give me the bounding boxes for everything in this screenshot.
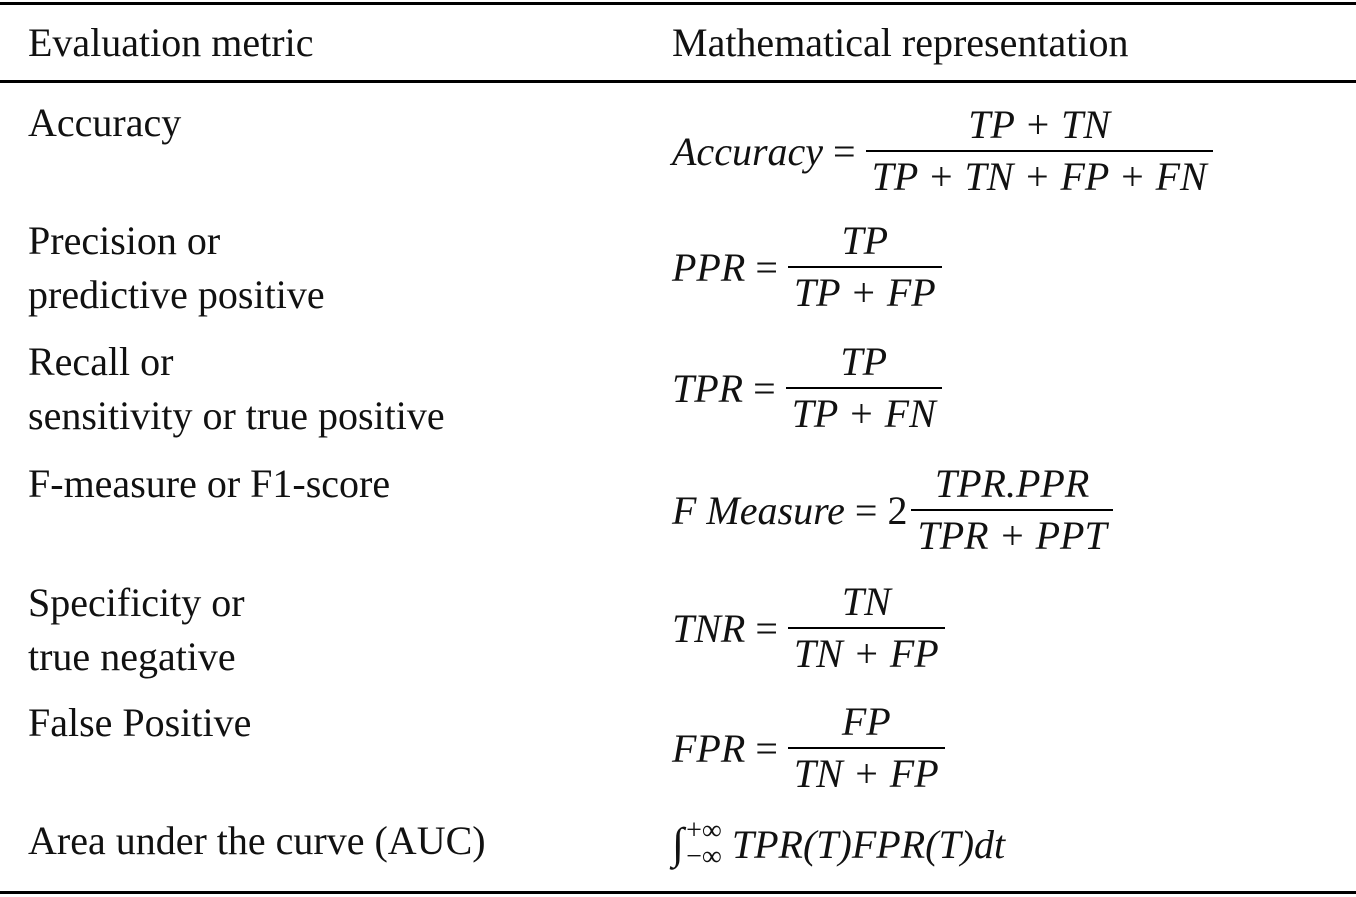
header-rule — [0, 80, 1356, 83]
formula-fpr: FPR = FP TN + FP — [672, 697, 945, 799]
bottom-rule — [0, 891, 1356, 894]
metric-line: sensitivity or true positive — [28, 393, 445, 438]
denominator: TN + FP — [793, 631, 939, 676]
header-mathematical-representation: Mathematical representation — [672, 20, 1129, 65]
metric-line: Accuracy — [28, 100, 182, 145]
formula-ppr: PPR = TP TP + FP — [672, 216, 942, 318]
numerator: TN — [841, 579, 891, 624]
integral-sign: ∫ — [672, 819, 685, 868]
fraction: TN TN + FP — [787, 577, 945, 679]
formula-tpr: TPR = TP TP + FN — [672, 337, 942, 439]
metric-name: F-measure or F1-score — [28, 457, 390, 511]
formula-lhs: FPR — [672, 725, 746, 771]
formula-lhs: TPR — [672, 365, 744, 411]
metric-line: Recall or — [28, 339, 174, 384]
fraction-bar — [785, 387, 942, 389]
upper-limit: +∞ — [686, 815, 722, 846]
integral-limits: +∞ −∞ — [686, 815, 722, 872]
denominator: TP + TN + FP + FN — [871, 154, 1207, 199]
denominator: TN + FP — [793, 751, 939, 796]
metric-name: Specificity or true negative — [28, 576, 245, 684]
formula-f-measure: F Measure = 2 TPR.PPR TPR + PPT — [672, 459, 1113, 561]
equals-sign: = — [755, 725, 778, 771]
metric-line: Precision or — [28, 218, 221, 263]
fraction: TP TP + FP — [787, 216, 942, 318]
denominator: TP + FN — [791, 391, 936, 436]
formula-lhs: F Measure — [672, 487, 845, 533]
equals-sign: = — [753, 365, 776, 411]
denominator: TPR + PPT — [917, 513, 1107, 558]
top-rule — [0, 2, 1356, 5]
fraction-bar — [787, 627, 945, 629]
fraction-bar — [787, 266, 942, 268]
metric-name: False Positive — [28, 696, 251, 750]
numerator: TP + TN — [968, 102, 1111, 147]
numerator: TP — [841, 218, 889, 263]
fraction: TP + TN TP + TN + FP + FN — [865, 100, 1213, 202]
coefficient: 2 — [887, 487, 908, 533]
integrand: TPR(T)FPR(T)dt — [731, 821, 1006, 867]
metric-line: true negative — [28, 634, 236, 679]
formula-auc: ∫ +∞ −∞ TPR(T)FPR(T)dt — [672, 815, 1006, 872]
metric-line: False Positive — [28, 700, 252, 745]
formula-accuracy: Accuracy = TP + TN TP + TN + FP + FN — [672, 100, 1213, 202]
metric-name: Area under the curve (AUC) — [28, 814, 486, 868]
fraction-bar — [787, 747, 945, 749]
fraction: FP TN + FP — [787, 697, 945, 799]
lower-limit: −∞ — [686, 841, 722, 872]
formula-lhs: Accuracy — [672, 128, 824, 174]
fraction: TP TP + FN — [785, 337, 942, 439]
metric-name: Accuracy — [28, 96, 181, 150]
formula-lhs: PPR — [672, 244, 746, 290]
numerator: TP — [840, 339, 888, 384]
metric-line: predictive positive — [28, 272, 325, 317]
formula-tnr: TNR = TN TN + FP — [672, 577, 945, 679]
numerator: TPR.PPR — [934, 461, 1090, 506]
header-evaluation-metric: Evaluation metric — [28, 20, 314, 65]
metric-line: Specificity or — [28, 580, 245, 625]
fraction-bar — [865, 150, 1213, 152]
numerator: FP — [841, 699, 891, 744]
equals-sign: = — [755, 244, 778, 290]
equals-sign: = — [854, 487, 878, 533]
equals-sign: = — [833, 128, 856, 174]
equals-sign: = — [755, 605, 778, 651]
metric-line: Area under the curve (AUC) — [28, 818, 486, 863]
metric-line: F-measure or F1-score — [28, 461, 391, 506]
formula-lhs: TNR — [672, 605, 746, 651]
fraction: TPR.PPR TPR + PPT — [911, 459, 1113, 561]
metric-name: Precision or predictive positive — [28, 214, 325, 322]
fraction-bar — [911, 509, 1113, 511]
metric-name: Recall or sensitivity or true positive — [28, 335, 445, 443]
denominator: TP + FP — [793, 270, 936, 315]
